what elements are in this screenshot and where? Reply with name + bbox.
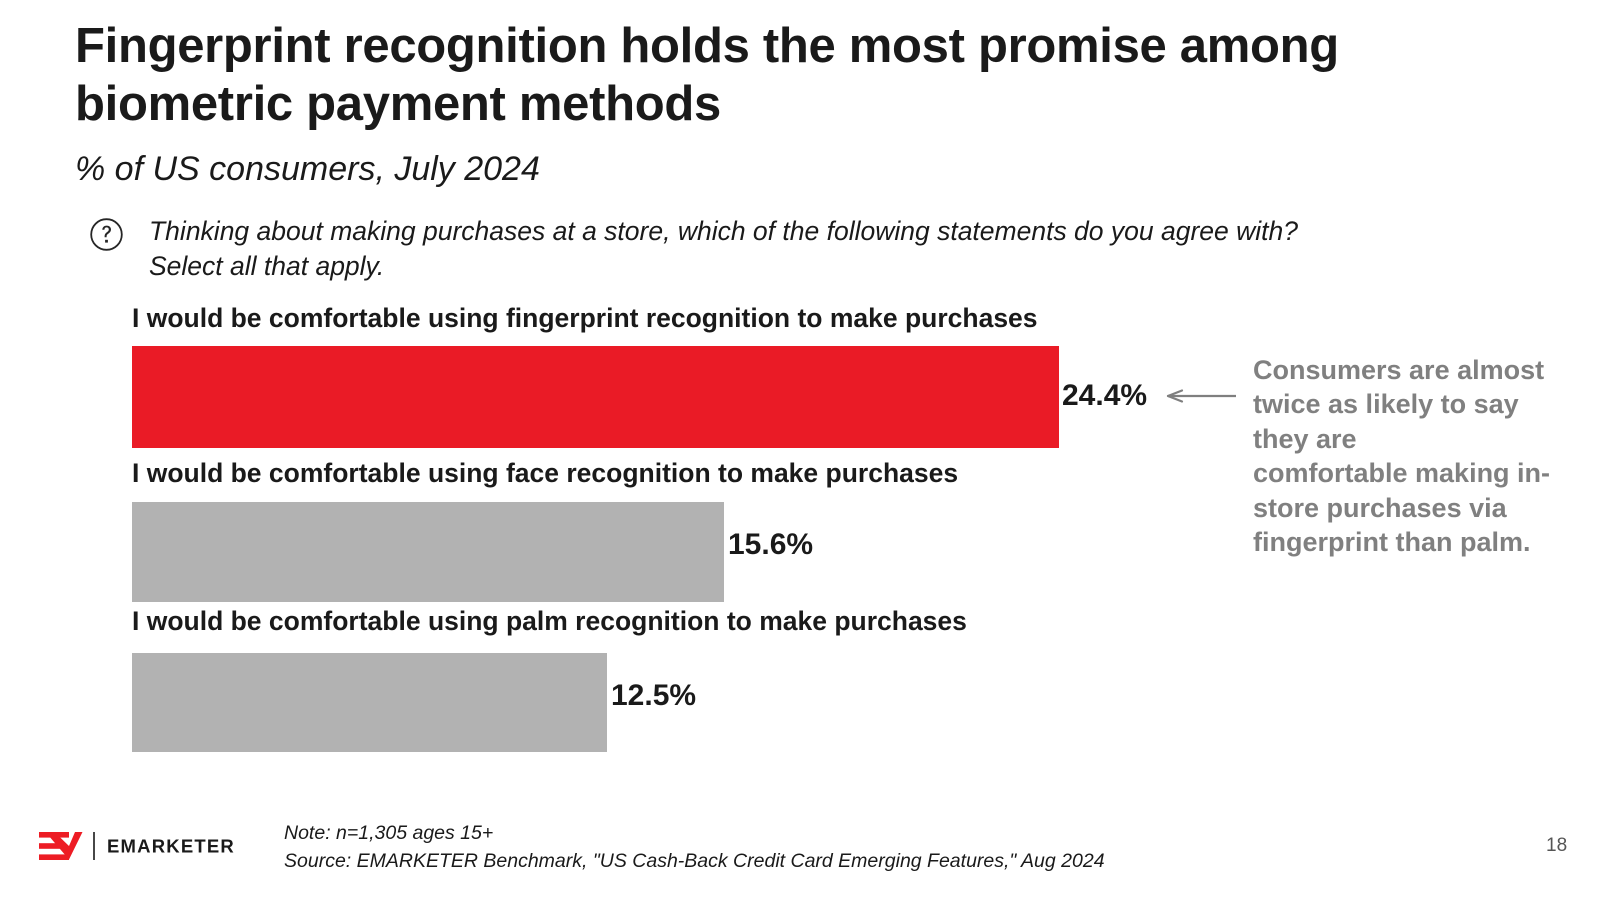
- svg-text:EMARKETER: EMARKETER: [107, 836, 235, 857]
